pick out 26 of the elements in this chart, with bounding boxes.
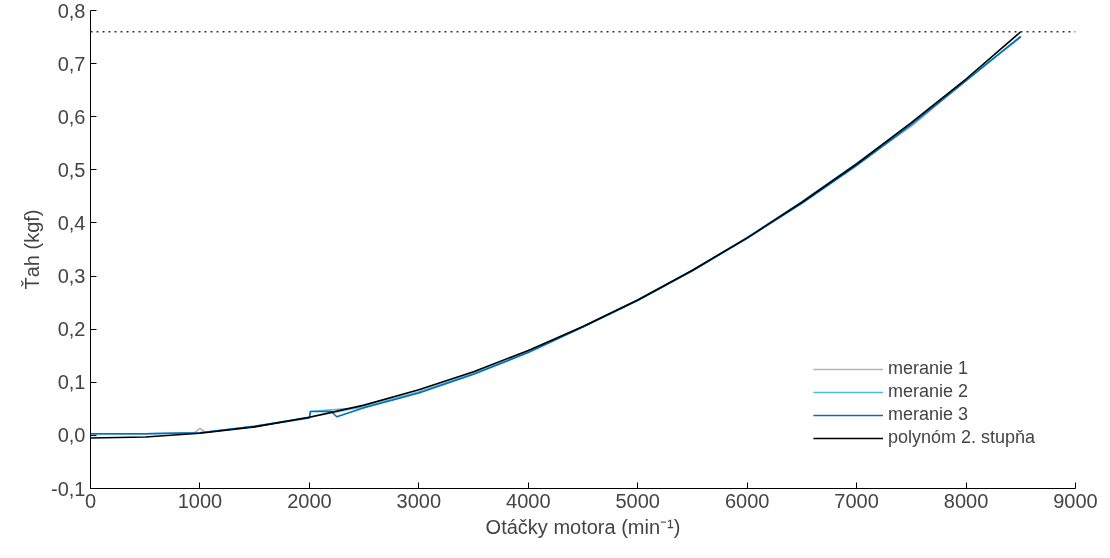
y-tick-label: 0,1 [57,371,86,394]
y-axis-title: Ťah (kgf) [21,209,44,290]
x-tick-label: 6000 [724,489,770,512]
legend-label: meranie 1 [887,358,968,379]
x-tick-label: 8000 [943,489,989,512]
x-tick-label: 1000 [177,489,223,512]
y-tick-label: 0,2 [57,318,86,341]
legend-label: polynóm 2. stupňa [887,427,1035,448]
x-tick-label: 5000 [615,489,660,512]
y-tick-label: 0,6 [57,105,86,128]
x-tick-label: 0 [84,489,97,512]
x-axis-title: Otáčky motora (min⁻¹) [485,515,681,538]
y-tick-label: -0,1 [51,477,86,500]
x-tick-label: 9000 [1053,489,1098,512]
y-tick-label: 0,5 [57,158,86,181]
y-tick-label: 0,0 [57,424,86,447]
legend-label: meranie 3 [887,404,968,425]
y-tick-label: 0,8 [57,0,86,22]
x-tick-label: 4000 [506,489,551,512]
y-tick-label: 0,3 [57,265,86,288]
x-tick-label: 2000 [287,489,332,512]
y-tick-label: 0,4 [57,211,86,234]
x-tick-label: 3000 [396,489,442,512]
legend-label: meranie 2 [887,381,968,402]
y-tick-label: 0,7 [57,52,86,75]
x-tick-label: 7000 [834,489,879,512]
